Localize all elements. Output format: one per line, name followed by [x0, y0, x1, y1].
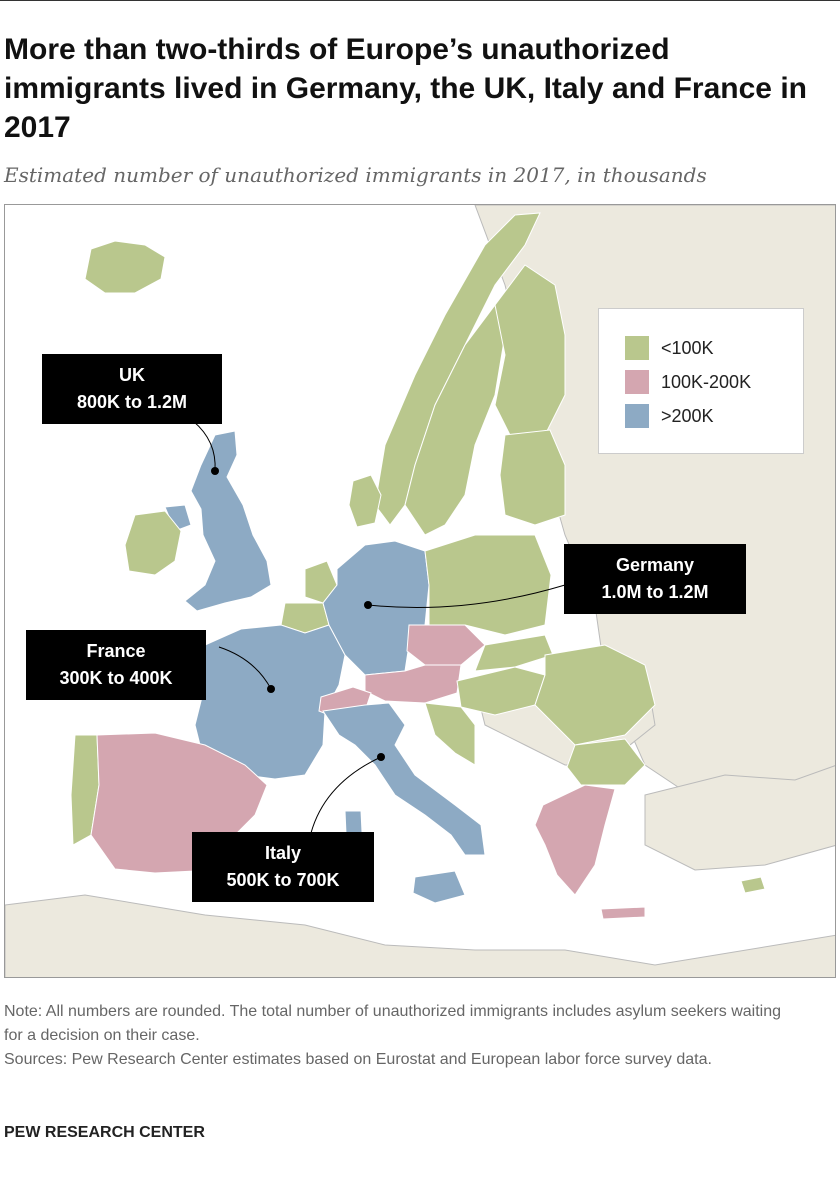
country-baltics — [499, 429, 566, 526]
callout-france-name: France — [86, 641, 146, 661]
callout-france: France 300K to 400K — [26, 630, 206, 700]
country-finland — [494, 264, 566, 446]
country-czechia — [406, 624, 486, 666]
country-denmark — [348, 474, 382, 528]
callout-italy: Italy 500K to 700K — [192, 832, 374, 902]
leader-italy — [310, 756, 382, 834]
country-croatia-slovenia — [424, 702, 476, 766]
country-ireland — [124, 510, 182, 576]
country-slovakia — [474, 634, 554, 672]
legend-item-mid: 100K-200K — [625, 369, 751, 395]
country-romania — [534, 644, 656, 746]
chart-notes: Note: All numbers are rounded. The total… — [4, 1000, 804, 1072]
dot-germany — [364, 601, 372, 609]
callout-germany-range: 1.0M to 1.2M — [601, 582, 709, 602]
legend-label-low: <100K — [661, 337, 714, 358]
leader-germany — [367, 584, 566, 608]
country-italy-sicily — [412, 870, 466, 904]
country-sweden — [404, 303, 506, 536]
country-bulgaria — [566, 738, 646, 786]
top-rule — [0, 0, 840, 7]
callout-italy-range: 500K to 700K — [226, 870, 340, 890]
legend-swatch-mid — [625, 370, 649, 394]
land-turkey — [644, 765, 835, 871]
country-iceland — [84, 240, 166, 294]
legend-label-high: >200K — [661, 405, 714, 426]
country-austria — [364, 664, 462, 704]
callout-germany: Germany 1.0M to 1.2M — [564, 544, 746, 614]
country-italy — [322, 702, 486, 856]
callout-uk-name: UK — [119, 365, 145, 385]
country-greece-crete — [600, 906, 646, 920]
pew-research-logo-text: PEW RESEARCH CENTER — [4, 1124, 205, 1141]
callout-italy-name: Italy — [264, 843, 302, 863]
legend-item-high: >200K — [625, 403, 714, 429]
callout-uk-range: 800K to 1.2M — [76, 392, 188, 412]
leader-uk — [192, 420, 216, 472]
chart-subtitle: Estimated number of unauthorized immigra… — [4, 163, 707, 187]
legend-item-low: <100K — [625, 335, 714, 361]
dot-italy — [377, 753, 385, 761]
leader-france — [218, 646, 272, 690]
country-greece — [534, 784, 616, 896]
country-cyprus — [740, 876, 766, 894]
country-uk — [184, 430, 272, 612]
sources-text: Sources: Pew Research Center estimates b… — [4, 1051, 712, 1068]
dot-france — [267, 685, 275, 693]
map-legend: <100K 100K-200K >200K — [598, 308, 804, 454]
note-text: Note: All numbers are rounded. The total… — [4, 1003, 781, 1044]
land-north-africa — [5, 894, 835, 977]
legend-swatch-high — [625, 404, 649, 428]
callout-uk: UK 800K to 1.2M — [42, 354, 222, 424]
callout-france-range: 300K to 400K — [59, 668, 173, 688]
country-poland — [424, 534, 552, 636]
legend-label-mid: 100K-200K — [661, 371, 752, 392]
dot-uk — [211, 467, 219, 475]
legend-swatch-low — [625, 336, 649, 360]
country-germany — [322, 540, 430, 676]
chart-title: More than two-thirds of Europe’s unautho… — [4, 33, 807, 144]
callout-germany-name: Germany — [615, 555, 695, 575]
